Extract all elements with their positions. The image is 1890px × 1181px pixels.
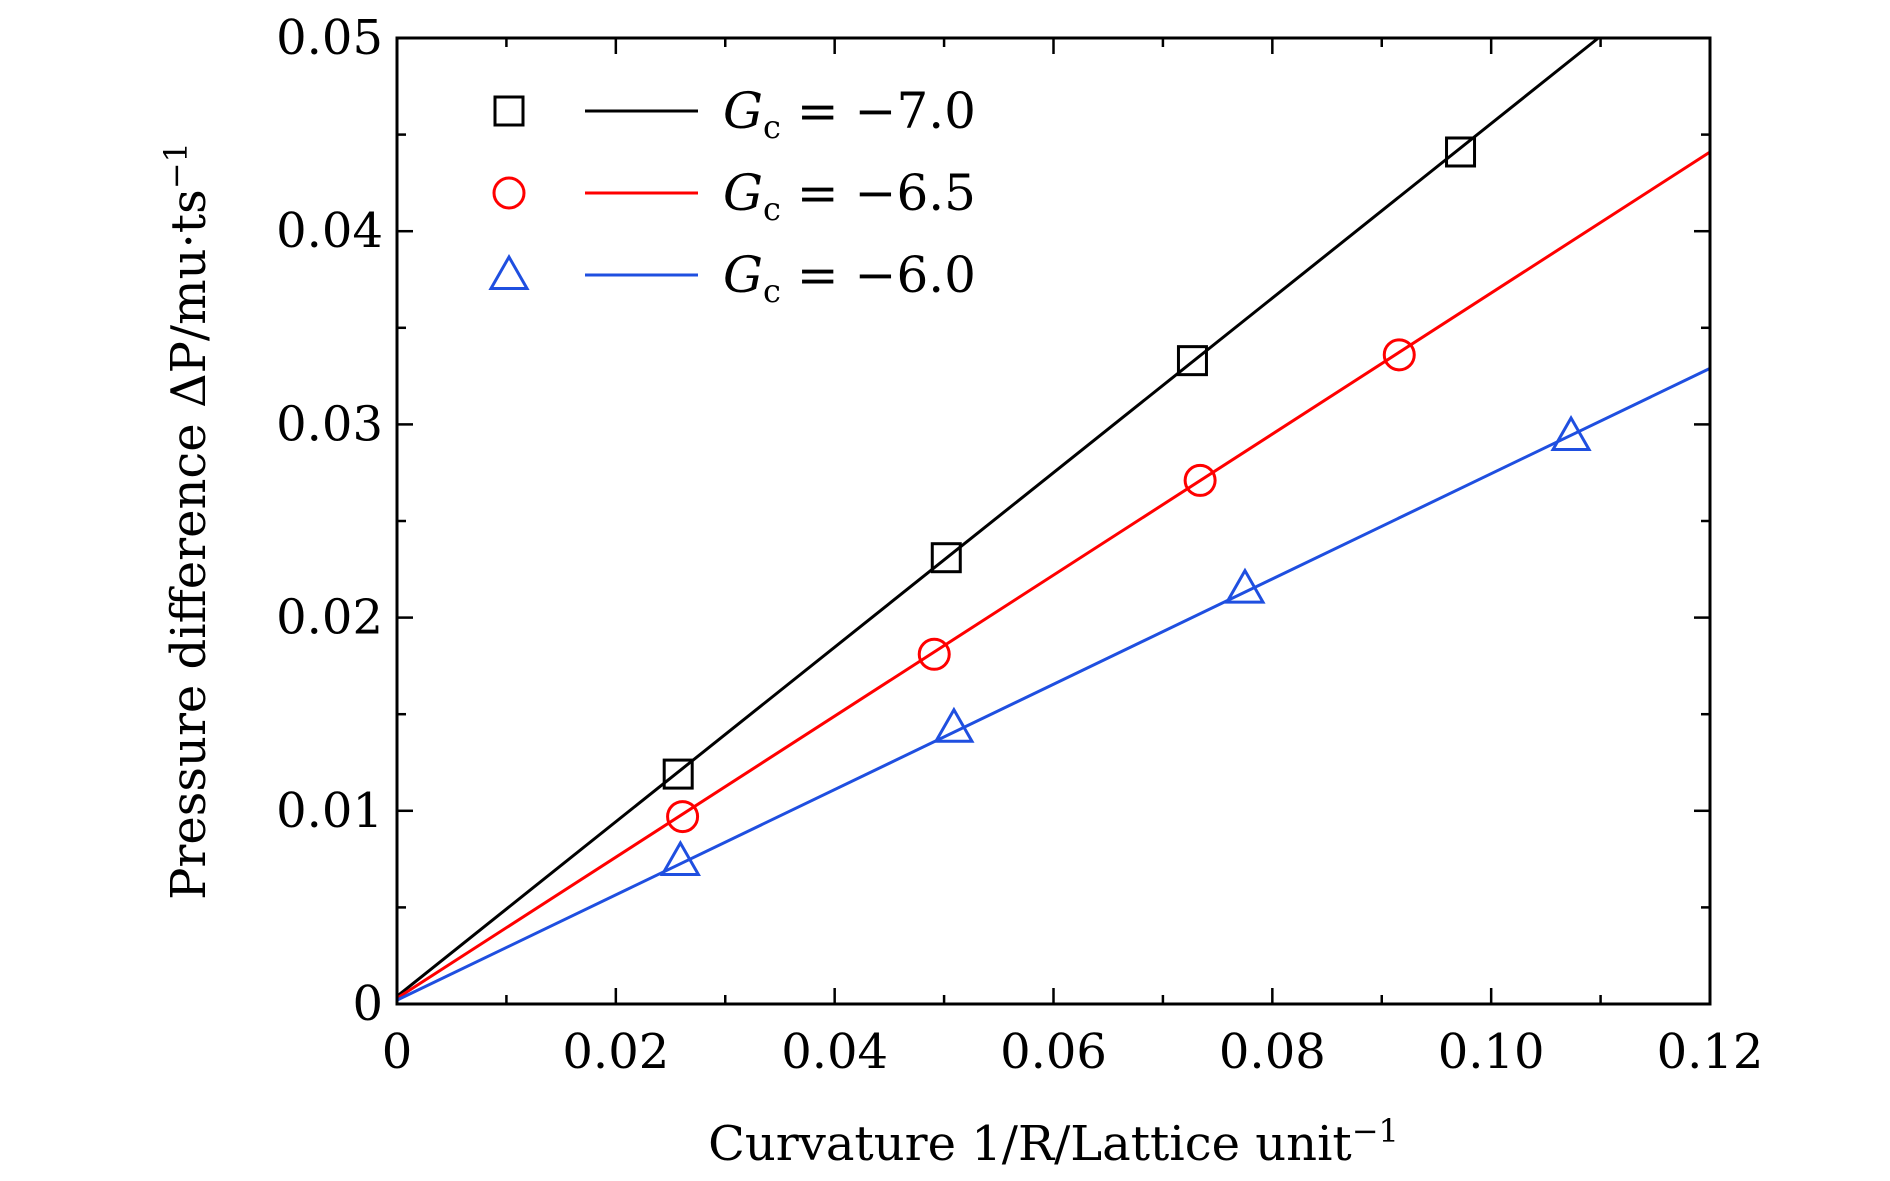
y-tick-label: 0.03: [276, 396, 383, 452]
data-point-circle: [1183, 463, 1217, 497]
y-tick-label: 0.05: [276, 10, 383, 66]
legend-subscript: c: [763, 108, 781, 146]
fit-lines: [396, 36, 1711, 1002]
legend-symbol: G: [723, 164, 763, 222]
legend-marker-square: [493, 95, 525, 127]
legend-subscript: c: [763, 190, 781, 228]
axis-ticks: [395, 36, 1712, 1006]
legend-marker-triangle: [488, 253, 530, 290]
x-axis-label-sup: −1: [1352, 1112, 1399, 1150]
legend-entry: Gc = −7.0: [723, 82, 976, 146]
legend-symbol: G: [723, 246, 763, 304]
legend: Gc = −7.0Gc = −6.5Gc = −6.0: [488, 82, 976, 310]
tick-labels: 0 0.02 0.04 0.06 0.08 0.10 0.12 0 0.01 0.02 0.03 0.…: [276, 10, 1763, 1080]
x-tick-label: 0.02: [562, 1024, 669, 1080]
x-tick-label: 0.06: [1000, 1024, 1107, 1080]
x-axis-label-text: Curvature 1/R/Lattice unit: [708, 1116, 1352, 1172]
fit-line: [396, 36, 1600, 998]
legend-subscript: c: [763, 272, 781, 310]
data-point-circle: [917, 637, 951, 671]
data-point-triangle: [659, 840, 701, 877]
x-tick-label: 0.04: [781, 1024, 888, 1080]
x-tick-label: 0.08: [1219, 1024, 1326, 1080]
data-point-circle: [1382, 338, 1416, 372]
y-tick-label: 0.02: [276, 590, 383, 646]
y-axis-label-sup: −1: [157, 142, 195, 189]
data-point-circle: [666, 800, 700, 834]
x-tick-label: 0.10: [1438, 1024, 1545, 1080]
fit-line: [396, 150, 1711, 1000]
legend-entry: Gc = −6.0: [723, 246, 976, 310]
y-axis-label-text: Pressure difference ΔP/mu·ts: [161, 189, 217, 900]
fit-line: [396, 367, 1711, 1002]
x-axis-label: Curvature 1/R/Lattice unit−1: [708, 1112, 1399, 1172]
legend-marker-circle: [492, 176, 526, 210]
plot-frame: [395, 36, 1712, 1006]
x-tick-label: 0.12: [1657, 1024, 1764, 1080]
data-point-square: [1176, 345, 1208, 377]
legend-value: = −6.0: [781, 246, 976, 304]
x-tick-label: 0: [382, 1024, 413, 1080]
data-point-square: [662, 758, 694, 790]
y-tick-label: 0: [352, 976, 383, 1032]
y-tick-label: 0.04: [276, 203, 383, 259]
data-markers: [659, 136, 1592, 877]
legend-symbol: G: [723, 82, 763, 140]
legend-entry: Gc = −6.5: [723, 164, 976, 228]
data-point-triangle: [1550, 414, 1592, 451]
y-axis-label: Pressure difference ΔP/mu·ts−1: [157, 142, 217, 900]
legend-value: = −6.5: [781, 164, 976, 222]
data-point-square: [930, 542, 962, 574]
y-tick-label: 0.01: [276, 783, 383, 839]
data-point-triangle: [1224, 567, 1266, 604]
data-point-triangle: [933, 706, 975, 743]
legend-value: = −7.0: [781, 82, 976, 140]
data-point-square: [1445, 136, 1477, 168]
